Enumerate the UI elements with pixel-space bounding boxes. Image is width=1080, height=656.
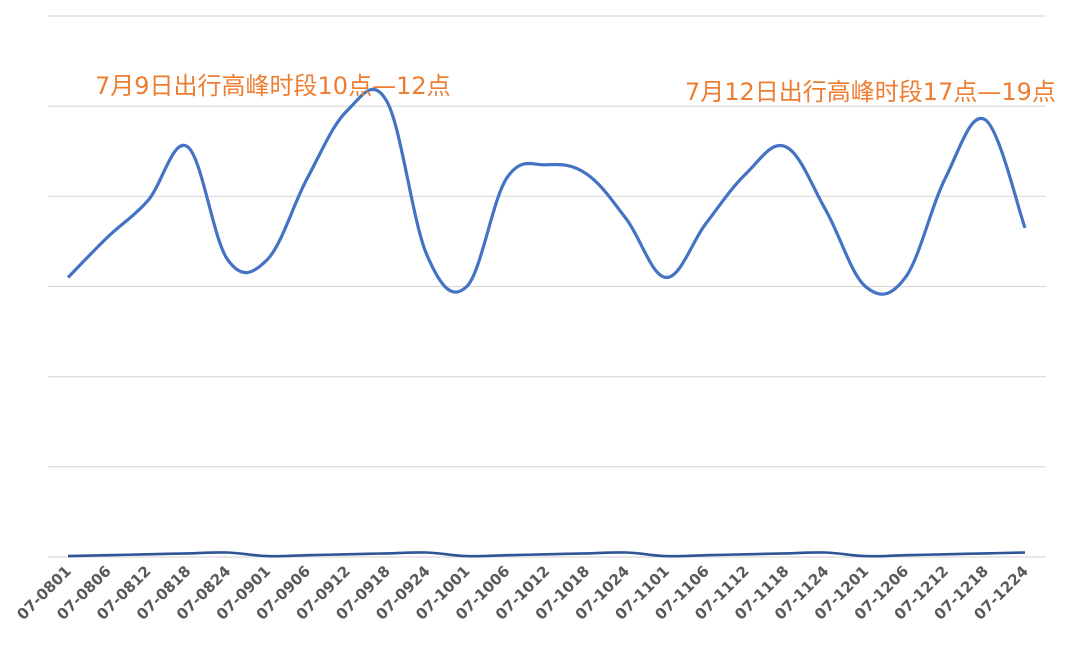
series-line-1 <box>66 87 1027 296</box>
x-tick-labels: 07-080107-080607-081207-081807-082407-09… <box>13 562 1031 623</box>
series-lines <box>66 87 1027 558</box>
gridlines <box>48 15 1046 558</box>
annotation-july-9: 7月9日出行高峰时段10点—12点 <box>95 72 451 100</box>
annotation-july-12: 7月12日出行高峰时段17点—19点 <box>685 78 1056 106</box>
series-line-2 <box>67 551 1026 558</box>
